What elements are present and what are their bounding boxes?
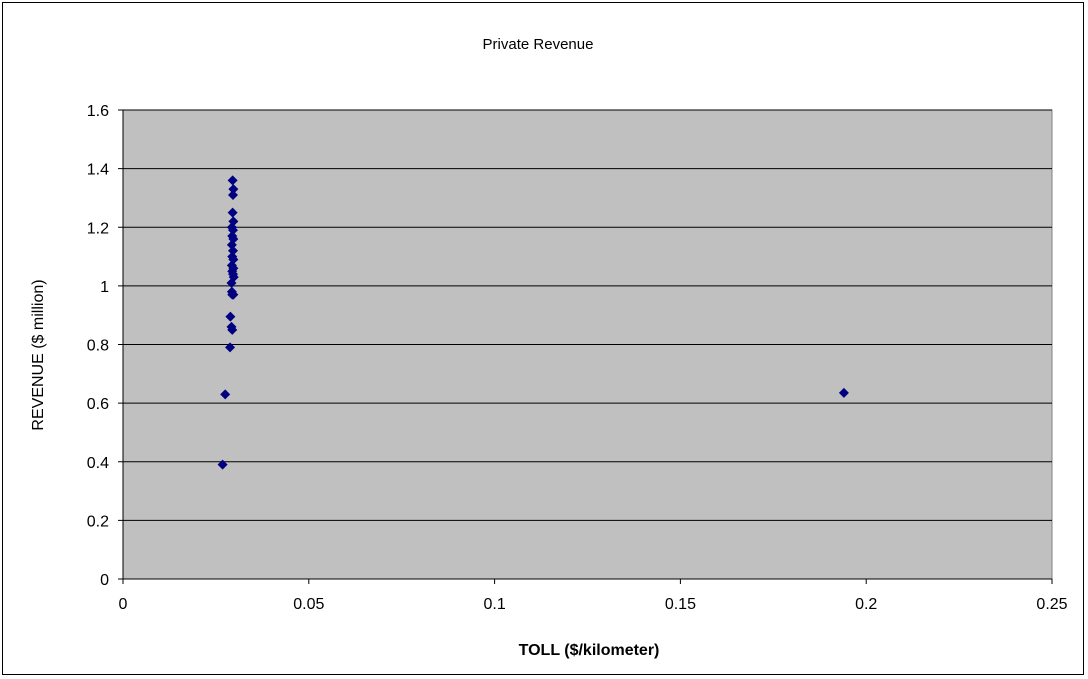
data-point [220,389,231,400]
gridlines [123,109,1052,521]
y-tick-label: 1.2 [87,220,109,237]
data-point [227,289,238,300]
data-point [227,245,238,256]
y-tick-label: 1.6 [87,103,109,120]
data-point [228,184,239,195]
data-point [225,342,236,353]
data-point [227,225,238,236]
x-tick-label: 0.05 [293,596,324,613]
y-tick-label: 0.2 [87,513,109,530]
data-point [225,311,236,322]
data-point [227,207,238,218]
y-tick-label: 0.6 [87,396,109,413]
y-tick-label: 1 [100,279,109,296]
y-tick-label: 1.4 [87,162,109,179]
data-point [227,175,238,186]
y-axis-ticks: 0 0.2 0.4 0.6 0.8 1 1.2 1.4 1.6 [87,103,123,589]
data-point [227,324,238,335]
y-tick-label: 0 [100,572,109,589]
x-tick-label: 0.2 [855,596,877,613]
y-axis-label: REVENUE ($ million) [30,279,47,430]
x-tick-label: 0 [119,596,128,613]
data-point [838,387,849,398]
x-tick-label: 0.15 [665,596,696,613]
x-tick-label: 0.1 [483,596,505,613]
x-axis-label: TOLL ($/kilometer) [519,642,660,659]
data-point [217,459,228,470]
x-axis-ticks: 0 0.05 0.1 0.15 0.2 0.25 [119,579,1068,613]
y-tick-label: 0.8 [87,338,109,355]
data-points [217,175,849,470]
chart-title: Private Revenue [483,36,594,53]
y-tick-label: 0.4 [87,455,109,472]
data-point [226,277,237,288]
x-tick-label: 0.25 [1036,596,1067,613]
data-point [227,190,238,201]
